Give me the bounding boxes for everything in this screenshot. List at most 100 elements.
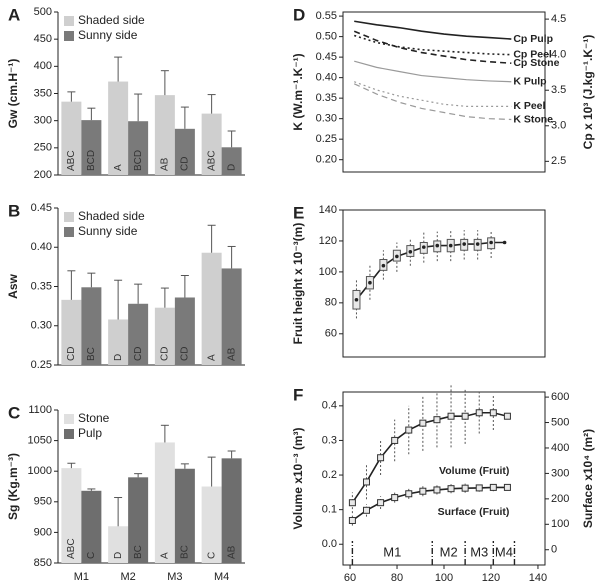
bar xyxy=(174,468,195,563)
bar xyxy=(61,101,82,175)
median-point xyxy=(381,263,386,268)
y-tick-label: 0.50 xyxy=(316,31,337,43)
bar xyxy=(201,486,222,563)
point xyxy=(489,483,497,491)
y-axis-label: Asw xyxy=(6,274,20,299)
y-tick-label: 1000 xyxy=(28,465,52,477)
bar xyxy=(201,252,222,365)
y-tick-label: 0.2 xyxy=(322,469,337,481)
significance-letter: AB xyxy=(160,157,171,171)
y-tick-label: 0.4 xyxy=(322,400,337,412)
significance-letter: BC xyxy=(133,545,144,559)
point xyxy=(405,490,413,498)
significance-letter: CD xyxy=(180,157,191,171)
phase-label: M4 xyxy=(495,544,513,559)
significance-letter: BCD xyxy=(86,150,97,171)
panel-letter: A xyxy=(8,5,20,24)
series-line xyxy=(353,83,512,121)
panel-letter: F xyxy=(293,385,303,404)
bar xyxy=(174,297,195,365)
series-label: Cp Peel xyxy=(513,48,552,60)
y-tick-label: 950 xyxy=(34,496,52,508)
point xyxy=(348,499,356,507)
y-tick-label: 0.0 xyxy=(322,538,337,550)
point xyxy=(348,516,356,524)
bar xyxy=(128,303,149,365)
legend-swatch xyxy=(64,16,74,26)
y-tick-label: 0.3 xyxy=(322,434,337,446)
bar xyxy=(221,268,242,365)
bar xyxy=(108,81,129,175)
y2-tick-label: 500 xyxy=(551,416,569,428)
bar xyxy=(81,287,102,365)
y-tick-label: 400 xyxy=(34,60,52,72)
y-tick-label: 120 xyxy=(319,235,337,247)
y-tick-label: 0.20 xyxy=(316,154,337,166)
plot-frame xyxy=(342,209,546,358)
y-axis-label: K (W.m⁻¹.K⁻¹) xyxy=(291,53,305,130)
median-point xyxy=(368,280,372,285)
panel-letter: E xyxy=(293,203,304,222)
significance-letter: BC xyxy=(180,545,191,559)
point xyxy=(377,454,385,462)
legend-label: Stone xyxy=(78,411,110,425)
point xyxy=(405,426,413,434)
y-tick-label: 1050 xyxy=(28,435,52,447)
point xyxy=(391,436,399,444)
significance-letter: A xyxy=(113,164,124,171)
legend-label: Sunny side xyxy=(78,224,138,238)
y2-axis-label: Surface x10⁴ (m²) xyxy=(581,429,595,528)
y2-tick-label: 100 xyxy=(551,518,569,530)
y2-tick-label: 3.0 xyxy=(551,120,566,132)
point xyxy=(433,416,441,424)
median-point xyxy=(395,254,399,259)
bar xyxy=(154,95,175,175)
y2-tick-label: 3.5 xyxy=(551,84,566,96)
y-tick-label: 850 xyxy=(34,557,52,569)
significance-letter: D xyxy=(113,354,124,361)
legend-label: Shaded side xyxy=(78,13,145,27)
panel-letter: B xyxy=(8,201,20,220)
x-tick-label: M2 xyxy=(120,571,135,583)
series-label: K Stone xyxy=(513,113,553,125)
significance-letter: C xyxy=(206,552,217,559)
median-point xyxy=(448,243,453,248)
x-tick-label: 120 xyxy=(482,572,500,584)
bar xyxy=(81,120,102,175)
point xyxy=(362,506,370,514)
point xyxy=(503,483,511,491)
y-tick-label: 100 xyxy=(319,266,337,278)
series-line xyxy=(354,81,512,107)
point xyxy=(391,494,399,502)
bar xyxy=(174,128,195,175)
y2-tick-label: 2.5 xyxy=(551,155,566,167)
legend-label: Pulp xyxy=(78,426,102,440)
bar xyxy=(221,147,242,175)
series-line xyxy=(353,34,512,56)
point xyxy=(475,484,483,492)
y-tick-label: 900 xyxy=(34,526,52,538)
plot-frame xyxy=(342,11,546,173)
significance-letter: AB xyxy=(226,347,237,361)
median-point xyxy=(475,242,480,246)
series-label: Volume (Fruit) xyxy=(439,465,509,477)
significance-letter: CD xyxy=(180,347,191,361)
y-axis-label: Fruit height x 10⁻³(m) xyxy=(291,223,305,345)
point xyxy=(433,486,441,494)
y-tick-label: 450 xyxy=(34,33,52,45)
significance-letter: CD xyxy=(133,347,144,361)
phase-label: M1 xyxy=(383,544,401,559)
significance-letter: A xyxy=(206,354,217,361)
point xyxy=(503,412,511,420)
significance-letter: ABC xyxy=(66,150,77,171)
significance-letter: D xyxy=(113,552,124,559)
y-axis-label: Gw (cm.H⁻¹) xyxy=(6,59,20,129)
y2-tick-label: 600 xyxy=(551,391,569,403)
x-tick-label: M3 xyxy=(167,571,182,583)
y-tick-label: 0.45 xyxy=(316,51,337,63)
point xyxy=(377,499,385,507)
y-tick-label: 300 xyxy=(34,115,52,127)
legend-swatch xyxy=(64,31,74,41)
median-point xyxy=(435,243,440,248)
